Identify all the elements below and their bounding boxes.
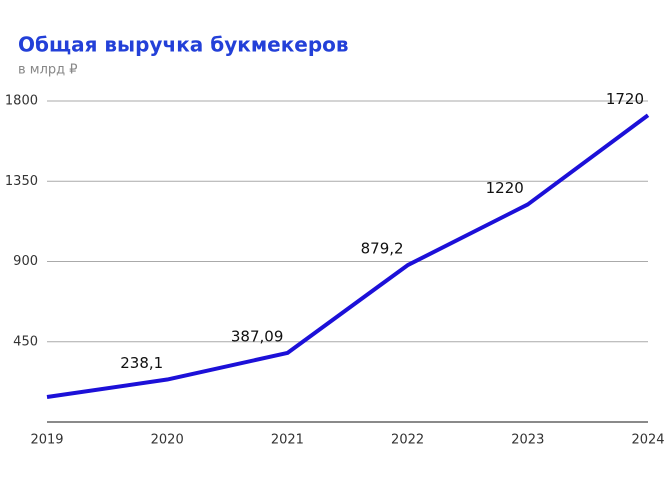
x-tick-label: 2022 [391,433,424,448]
data-label: 387,09 [231,327,284,345]
data-label: 238,1 [120,354,163,372]
data-label: 1220 [486,179,524,197]
x-tick-label: 2020 [151,433,184,448]
x-tick-label: 2019 [30,433,63,448]
y-tick-label: 1350 [5,174,38,189]
line [46,113,650,400]
x-tick-label: 2023 [511,433,544,448]
y-tick-label: 450 [13,334,38,349]
chart-subtitle: в млрд ₽ [18,63,78,78]
y-tick-label: 1800 [5,94,38,109]
x-tick-label: 2024 [631,433,664,448]
chart-title: Общая выручка букмекеров [18,33,349,57]
y-tick-label: 900 [13,254,38,269]
x-tick-label: 2021 [271,433,304,448]
data-label: 879,2 [361,240,404,258]
data-label: 1720 [606,90,644,108]
